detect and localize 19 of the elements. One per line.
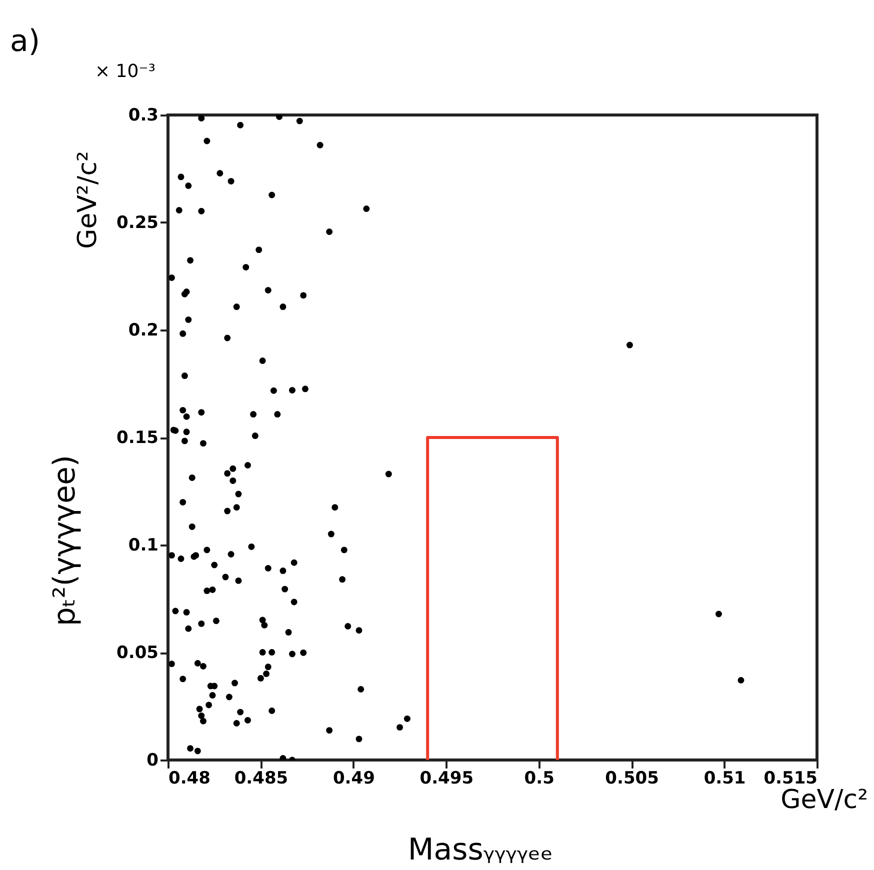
x-tick-label: 0.505 [605,768,659,788]
x-tick-label: 0.48 [168,768,210,788]
x-tick-label: 0.485 [234,768,288,788]
text: × 10⁻³ [95,61,156,82]
x-axis-title: Massᵧᵧᵧᵧₑₑ [408,832,554,868]
y-tick-label: 0.1 [128,536,158,556]
y-tick-label: 0.25 [116,213,158,233]
y-tick-label: 0 [146,750,159,770]
y-tick-label: 0.3 [128,106,158,126]
y-tick-label: 0.15 [116,428,158,448]
text: a) [10,24,40,59]
text: GeV²/c² [73,151,103,249]
x-tick-label: 0.5 [524,768,554,788]
x-tick-label: 0.495 [420,768,474,788]
y-tick-label: 0.2 [128,320,158,340]
y-axis-title: pₜ²(γγγγee) [48,454,82,626]
x-tick-label: 0.51 [704,768,746,788]
x-tick-label: 0.49 [332,768,375,788]
y-tick-label: 0.05 [116,643,158,663]
